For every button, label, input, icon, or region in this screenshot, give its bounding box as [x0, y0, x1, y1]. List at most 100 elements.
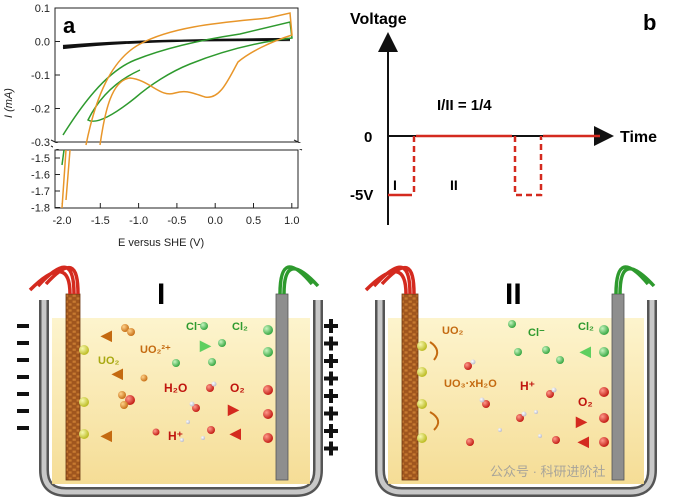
cell-II-counter-electrode — [611, 293, 625, 481]
panel-b: b Voltage Time 0 -5V I/II = 1/4 I II — [350, 10, 657, 225]
cell-II-solution — [388, 318, 644, 484]
green-ball-icon — [599, 325, 609, 335]
minus-sign-icon — [17, 358, 29, 362]
cv-orange-lower-curve — [61, 149, 71, 209]
minus-sign-icon — [17, 392, 29, 396]
x-tick-label: 1.0 — [284, 215, 299, 227]
cell-II-anode-wires — [614, 265, 656, 295]
cell-I-solution — [52, 318, 310, 484]
cell-I-uranium-electrode — [65, 293, 81, 481]
red-ball-icon — [263, 385, 273, 395]
y-ticks-lower: -1.5 -1.6 -1.7 -1.8 — [31, 153, 60, 215]
cell-I-cathode-wires — [28, 265, 80, 295]
yellow-ball-icon — [79, 345, 89, 355]
cell-II-arrows: ◀ ▶ ◀ — [575, 343, 591, 449]
minus-sign-icon — [17, 341, 29, 345]
yellow-ball-icon — [417, 367, 427, 377]
cell-II-uranium-electrode — [401, 293, 419, 481]
left-arrow-icon: ◀ — [100, 427, 112, 443]
curved-arrow-icon — [429, 411, 440, 431]
cell-II-uo2-label: UO₂ — [442, 325, 464, 337]
panel-a-label: a — [63, 13, 76, 38]
y-tick-label: 0.1 — [35, 3, 50, 15]
green-ball-icon — [263, 325, 273, 335]
right-arrow-icon: ▶ — [199, 337, 212, 353]
yellow-ball-icon — [417, 433, 427, 443]
zero-label: 0 — [364, 129, 372, 146]
y-tick-label: -1.6 — [31, 170, 50, 182]
y-tick-label: -1.5 — [31, 153, 50, 165]
cell-I-arrows: ◀ ◀ ◀ ▶ ▶ ◀ — [100, 327, 241, 443]
left-arrow-icon: ◀ — [111, 365, 123, 381]
green-ball-icon — [599, 347, 609, 357]
cell-II-o2-label: O₂ — [578, 395, 593, 409]
cell-II: II UO₂ UO₃·xH₂O Cl⁻ Cl₂ H⁺ O₂ ◀ ▶ ◀ — [364, 265, 657, 497]
watermark-text: 公众号 · 科研进阶社 — [490, 464, 606, 479]
y-ticks-upper: 0.1 0.0 -0.1 -0.2 -0.3 — [31, 3, 60, 149]
yellow-ball-icon — [79, 429, 89, 439]
minus-sign-icon — [17, 375, 29, 379]
y-axis-label: I (mA) — [3, 88, 15, 118]
neg-voltage-label: -5V — [350, 187, 373, 204]
cell-I-uo2-ion-label: UO₂²⁺ — [140, 344, 171, 356]
y-tick-label: 0.0 — [35, 37, 50, 49]
red-ball-icon — [263, 433, 273, 443]
x-tick-label: -1.5 — [91, 215, 110, 227]
y-tick-label: -0.2 — [31, 104, 50, 116]
anode-plus-charges — [324, 319, 338, 456]
red-ball-icon — [599, 437, 609, 447]
cell-II-cl2-label: Cl₂ — [578, 321, 594, 333]
y-tick-label: -0.3 — [31, 137, 50, 149]
red-ball-icon — [599, 387, 609, 397]
red-ball-icon — [599, 413, 609, 423]
cv-green-curve — [62, 21, 293, 136]
left-arrow-icon: ◀ — [229, 425, 241, 441]
cell-II-uo3-label: UO₃·xH₂O — [444, 378, 497, 390]
cell-I-cl-minus-label: Cl⁻ — [186, 321, 203, 333]
cell-I-h2o-label: H₂O — [164, 381, 187, 395]
yellow-ball-icon — [417, 399, 427, 409]
minus-sign-icon — [17, 409, 29, 413]
pulse-waveform-dashed — [412, 136, 543, 197]
y-tick-label: -1.8 — [31, 203, 50, 215]
cell-II-cathode-wires — [364, 265, 416, 295]
cv-black-curve — [62, 37, 291, 50]
red-ball-icon — [263, 409, 273, 419]
cell-II-h-plus-label: H⁺ — [520, 379, 535, 393]
cv-green-lower-curve — [61, 149, 65, 166]
cell-I-o2-label: O₂ — [230, 381, 245, 395]
voltage-axis-label: Voltage — [350, 11, 407, 28]
cathode-minus-charges — [17, 324, 29, 430]
x-tick-label: -2.0 — [53, 215, 72, 227]
left-arrow-icon: ◀ — [100, 327, 112, 343]
cell-I-cl2-label: Cl₂ — [232, 321, 248, 333]
cell-I-uo2-label: UO₂ — [98, 355, 120, 367]
curved-arrow-icon — [429, 341, 439, 361]
cell-I-title: I — [157, 278, 165, 311]
cell-I-counter-electrode — [275, 293, 289, 481]
x-ticks: -2.0 -1.5 -1.0 -0.5 0.0 0.5 1.0 — [53, 203, 299, 227]
x-tick-label: 0.5 — [246, 215, 261, 227]
y-tick-label: -0.1 — [31, 70, 50, 82]
plot-a-lower-frame — [54, 149, 299, 209]
cell-II-cl-minus-label: Cl⁻ — [528, 327, 545, 339]
minus-sign-icon — [17, 426, 29, 430]
cell-II-title: II — [505, 278, 522, 311]
pulse-waveform-solid — [388, 134, 600, 197]
right-arrow-icon: ▶ — [575, 413, 588, 429]
green-ball-icon — [263, 347, 273, 357]
cv-orange-curve — [85, 12, 293, 146]
x-tick-label: 0.0 — [208, 215, 223, 227]
x-axis-label: E versus SHE (V) — [118, 237, 204, 249]
ratio-label: I/II = 1/4 — [437, 97, 492, 114]
left-arrow-icon: ◀ — [577, 433, 589, 449]
panel-b-label: b — [643, 10, 656, 35]
x-tick-label: -1.0 — [129, 215, 148, 227]
panel-a: a 0.1 0.0 -0.1 -0.2 -0.3 -1.5 -1.6 -1.7 -1.8 -2… — [3, 3, 303, 249]
right-arrow-icon: ▶ — [227, 401, 240, 417]
phase-I-label: I — [393, 177, 397, 193]
minus-sign-icon — [17, 324, 29, 328]
cell-I-h-plus-label: H⁺ — [168, 429, 183, 443]
cell-I-anode-wires — [278, 265, 320, 295]
phase-II-label: II — [450, 177, 458, 193]
